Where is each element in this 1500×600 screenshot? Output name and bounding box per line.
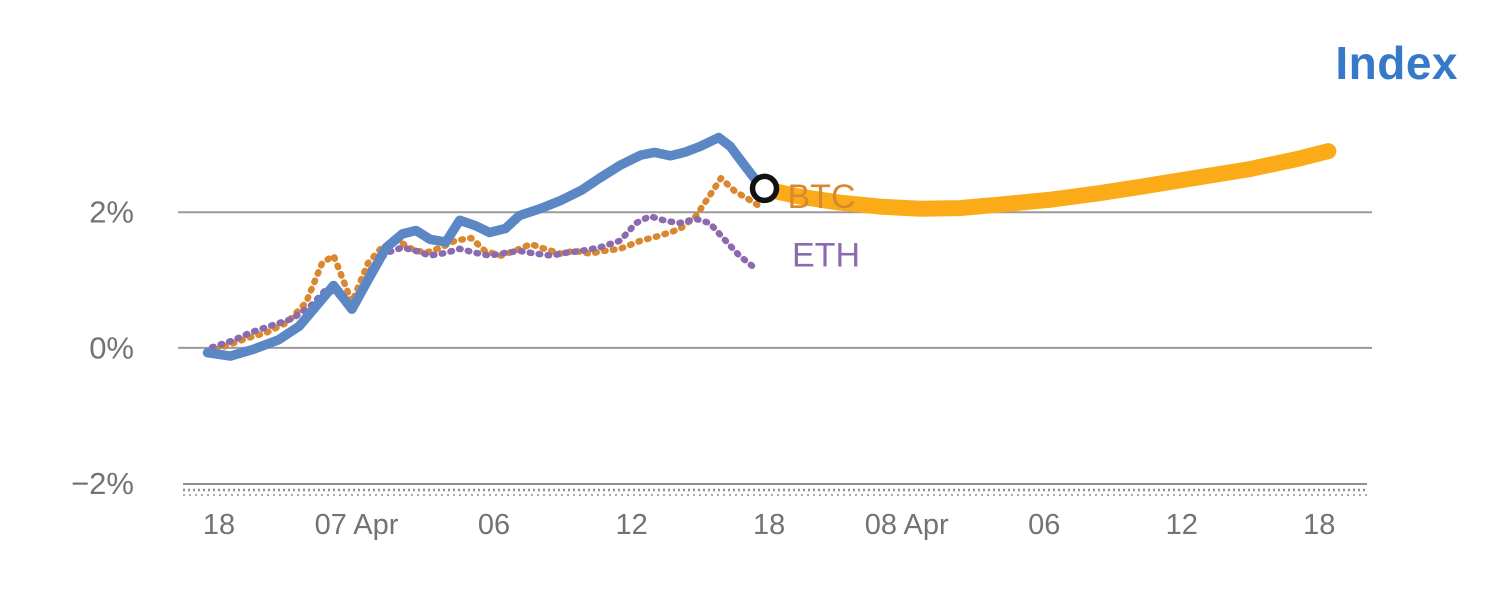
chart-title: Index [1335,37,1458,89]
y-tick-label: 0% [89,330,134,365]
x-tick-label: 06 [478,509,510,541]
x-tick-label: 12 [615,509,647,541]
y-tick-label: 2% [89,195,134,230]
x-tick-label: 12 [1166,509,1198,541]
x-tick-label: 18 [753,509,785,541]
series-index-line [202,132,767,361]
x-tick-label: 18 [1303,509,1335,541]
x-tick-label: 18 [203,509,235,541]
current-point-marker [749,173,780,204]
series-index-continuation-line [754,143,1337,217]
series-label-eth: ETH [792,237,860,275]
x-tick-label: 07 Apr [315,509,399,541]
x-tick-label: 06 [1028,509,1060,541]
y-tick-label: −2% [71,466,134,501]
x-tick-label: 08 Apr [865,509,949,541]
series-label-btc: BTC [788,178,856,216]
